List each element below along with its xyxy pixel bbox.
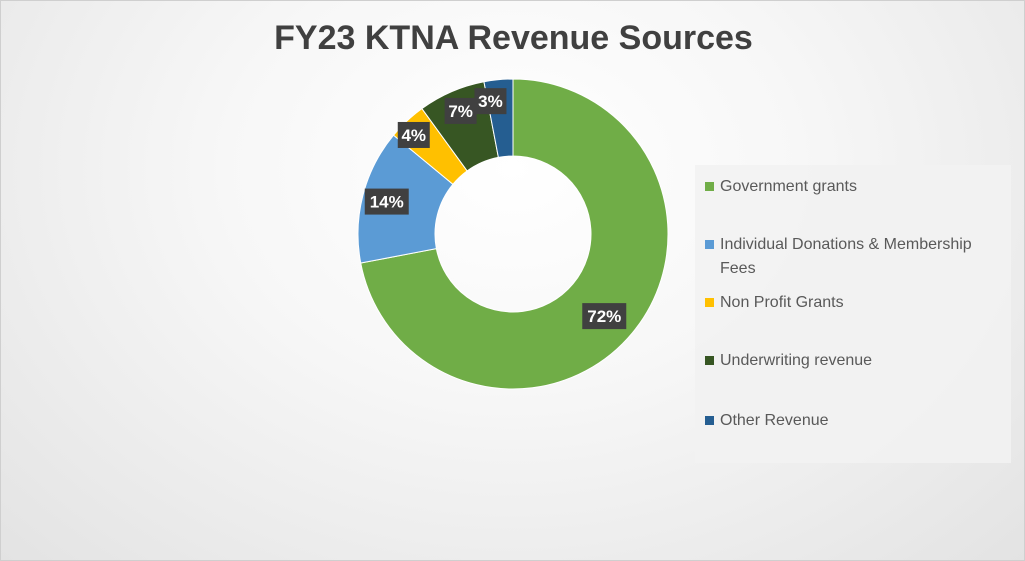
data-label-bg-3 (444, 97, 477, 124)
legend-label-3: Underwriting revenue (720, 352, 873, 369)
legend-item-3: Underwriting revenue (705, 349, 1005, 373)
data-label-2: 4% (397, 121, 430, 148)
data-label-text-4: 3% (478, 92, 503, 111)
legend-item-2: Non Profit Grants (705, 291, 1005, 315)
legend-item-1: Individual Donations & Membership Fees (705, 233, 1005, 281)
legend-swatch-4 (705, 416, 714, 425)
data-label-bg-1 (364, 188, 409, 215)
data-label-text-1: 14% (370, 193, 404, 212)
legend-label-1: Individual Donations & Membership Fees (720, 236, 972, 277)
data-label-text-2: 4% (401, 126, 426, 145)
legend-item-4: Other Revenue (705, 409, 1005, 433)
data-label-text-3: 7% (448, 102, 473, 121)
legend-swatch-2 (705, 298, 714, 307)
legend-label-2: Non Profit Grants (720, 294, 844, 311)
legend: Government grants Individual Donations & … (695, 165, 1011, 463)
legend-label-0: Government grants (720, 178, 857, 195)
data-label-4: 3% (474, 88, 507, 115)
legend-swatch-0 (705, 182, 714, 191)
data-label-3: 7% (444, 97, 477, 124)
data-label-text-0: 72% (587, 307, 621, 326)
data-label-1: 14% (364, 188, 409, 215)
data-label-0: 72% (582, 303, 627, 330)
legend-swatch-1 (705, 240, 714, 249)
data-label-bg-4 (474, 88, 507, 115)
data-label-bg-2 (397, 121, 430, 148)
legend-swatch-3 (705, 356, 714, 365)
chart-title: FY23 KTNA Revenue Sources (274, 19, 753, 57)
legend-item-0: Government grants (705, 175, 1005, 199)
data-label-bg-0 (582, 303, 627, 330)
legend-label-4: Other Revenue (720, 412, 829, 429)
